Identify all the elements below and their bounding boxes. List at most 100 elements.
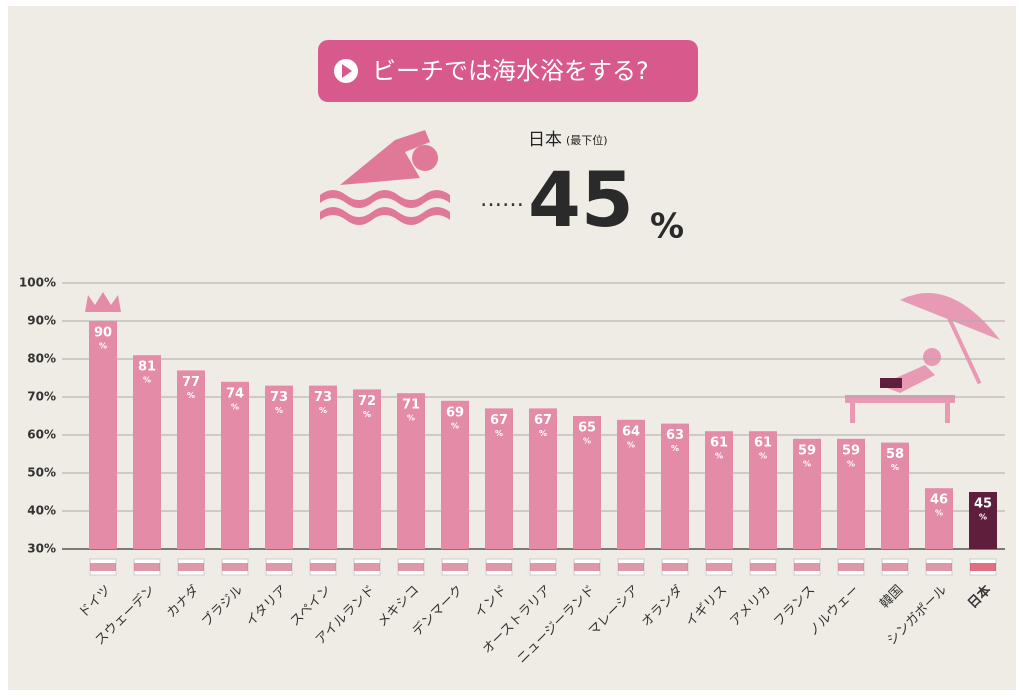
value-label: 71 <box>402 398 420 413</box>
flag-band <box>750 563 776 571</box>
value-unit: % <box>231 402 239 411</box>
bar <box>441 400 469 549</box>
value-label: 77 <box>182 375 200 390</box>
value-unit: % <box>143 376 151 385</box>
y-tick-label: 100% <box>19 276 56 290</box>
value-unit: % <box>363 410 371 419</box>
flag-band <box>882 563 908 571</box>
value-label: 61 <box>710 436 728 451</box>
highlight-unit: % <box>650 207 684 247</box>
swimmer-icon <box>320 130 450 225</box>
bar <box>353 389 381 549</box>
value-label: 46 <box>930 493 948 508</box>
title-pill <box>318 40 698 102</box>
beach-icon <box>845 293 1000 423</box>
value-unit: % <box>891 463 899 472</box>
bar <box>705 431 733 549</box>
value-unit: % <box>671 444 679 453</box>
value-label: 72 <box>358 394 376 409</box>
value-unit: % <box>935 509 943 518</box>
value-unit: % <box>99 342 107 351</box>
chart-title: ビーチでは海水浴をする? <box>372 57 649 85</box>
bar <box>925 488 953 549</box>
flag-band <box>574 563 600 571</box>
bar <box>969 492 997 549</box>
bar <box>177 370 205 549</box>
highlight-label: 日本 <box>528 130 562 150</box>
value-label: 67 <box>490 413 508 428</box>
y-tick-label: 80% <box>27 352 56 366</box>
value-unit: % <box>803 459 811 468</box>
flag-band <box>310 563 336 571</box>
value-unit: % <box>715 452 723 461</box>
value-unit: % <box>495 429 503 438</box>
value-label: 67 <box>534 413 552 428</box>
value-label: 69 <box>446 405 464 420</box>
highlight-value: 45 <box>528 155 634 244</box>
value-unit: % <box>759 452 767 461</box>
y-tick-label: 50% <box>27 466 56 480</box>
bar <box>661 423 689 549</box>
value-unit: % <box>847 459 855 468</box>
flag-band <box>398 563 424 571</box>
flag-band <box>530 563 556 571</box>
y-tick-label: 40% <box>27 504 56 518</box>
value-unit: % <box>319 406 327 415</box>
flag-band <box>662 563 688 571</box>
highlight-note: (最下位) <box>566 133 608 147</box>
dots: …… <box>480 187 524 212</box>
value-label: 73 <box>314 390 332 405</box>
value-label: 64 <box>622 424 640 439</box>
bar <box>221 381 249 549</box>
y-tick-label: 30% <box>27 542 56 556</box>
crown-icon <box>85 292 121 312</box>
value-unit: % <box>627 440 635 449</box>
value-label: 65 <box>578 421 596 436</box>
value-unit: % <box>583 437 591 446</box>
value-label: 45 <box>974 497 992 512</box>
bar <box>397 393 425 549</box>
bar <box>617 419 645 549</box>
value-label: 63 <box>666 428 684 443</box>
bar <box>529 408 557 549</box>
bar <box>881 442 909 549</box>
flag-band <box>222 563 248 571</box>
bar <box>265 385 293 549</box>
value-label: 59 <box>798 443 816 458</box>
value-label: 73 <box>270 390 288 405</box>
flag-band <box>90 563 116 571</box>
flag-band <box>354 563 380 571</box>
bar <box>837 438 865 549</box>
y-tick-label: 60% <box>27 428 56 442</box>
bar <box>485 408 513 549</box>
bar <box>309 385 337 549</box>
flag-band <box>970 563 996 571</box>
beach-towel <box>880 378 902 388</box>
bar <box>573 416 601 549</box>
flag-band <box>442 563 468 571</box>
flag-band <box>486 563 512 571</box>
bar <box>89 321 117 549</box>
flag-band <box>134 563 160 571</box>
value-label: 61 <box>754 436 772 451</box>
flag-band <box>794 563 820 571</box>
flag-band <box>618 563 644 571</box>
panel <box>8 6 1016 690</box>
flag-band <box>178 563 204 571</box>
flag-band <box>706 563 732 571</box>
value-unit: % <box>451 421 459 430</box>
value-unit: % <box>187 391 195 400</box>
value-label: 81 <box>138 360 156 375</box>
value-unit: % <box>275 406 283 415</box>
value-label: 59 <box>842 443 860 458</box>
flag-band <box>926 563 952 571</box>
bar <box>749 431 777 549</box>
y-tick-label: 90% <box>27 314 56 328</box>
bar <box>133 355 161 549</box>
value-unit: % <box>979 513 987 522</box>
bar <box>793 438 821 549</box>
flag-band <box>838 563 864 571</box>
value-unit: % <box>407 414 415 423</box>
value-label: 90 <box>94 326 112 341</box>
